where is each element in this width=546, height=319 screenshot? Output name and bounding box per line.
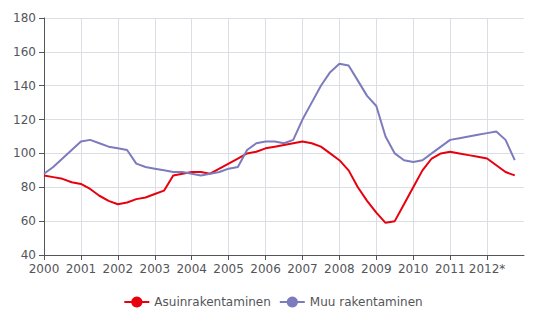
svg-text:140: 140 xyxy=(13,79,36,93)
svg-text:2001: 2001 xyxy=(66,262,97,276)
svg-text:2005: 2005 xyxy=(213,262,244,276)
svg-text:40: 40 xyxy=(21,248,36,262)
svg-text:2010: 2010 xyxy=(398,262,429,276)
svg-text:2000: 2000 xyxy=(29,262,60,276)
svg-text:2002: 2002 xyxy=(103,262,134,276)
svg-text:100: 100 xyxy=(13,146,36,160)
svg-text:2004: 2004 xyxy=(176,262,207,276)
svg-text:2009: 2009 xyxy=(361,262,392,276)
svg-text:80: 80 xyxy=(21,180,36,194)
svg-text:2003: 2003 xyxy=(139,262,170,276)
svg-text:Muu rakentaminen: Muu rakentaminen xyxy=(310,295,423,309)
svg-text:60: 60 xyxy=(21,214,36,228)
svg-text:160: 160 xyxy=(13,45,36,59)
svg-text:180: 180 xyxy=(13,11,36,25)
svg-text:2006: 2006 xyxy=(250,262,281,276)
svg-text:120: 120 xyxy=(13,113,36,127)
svg-text:Asuinrakentaminen: Asuinrakentaminen xyxy=(154,295,270,309)
svg-text:2012*: 2012* xyxy=(469,262,506,276)
svg-text:2008: 2008 xyxy=(324,262,355,276)
svg-text:2007: 2007 xyxy=(287,262,318,276)
svg-text:2011: 2011 xyxy=(435,262,466,276)
